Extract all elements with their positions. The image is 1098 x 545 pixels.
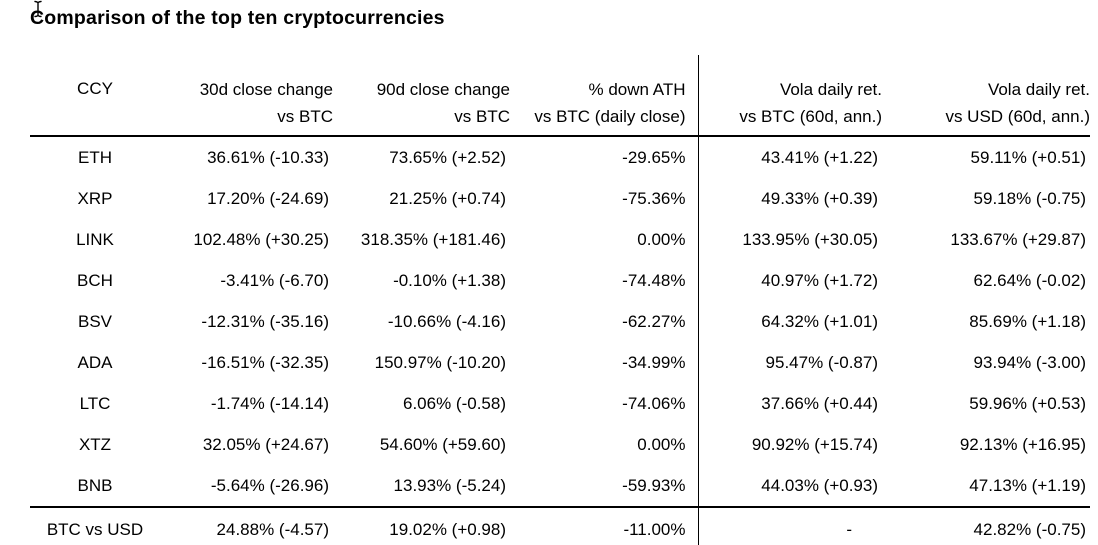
table-cell: 102.48% (+30.25) [193, 229, 329, 249]
crypto-comparison-table: CCY 30d close change vs BTC 90d close ch… [30, 55, 1090, 545]
table-cell: 93.94% (-3.00) [973, 352, 1086, 372]
table-cell: -0.10% (+1.38) [393, 270, 506, 290]
table-cell: -12.31% (-35.16) [201, 311, 329, 331]
column-header-sublabel: vs BTC (daily close) [534, 107, 686, 126]
table-cell: 90.92% (+15.74) [751, 434, 878, 454]
table-cell: 40.97% (+1.72) [761, 270, 878, 290]
table-cell: 17.20% (-24.69) [207, 188, 329, 208]
ccy-label: ADA [77, 352, 113, 372]
column-header-90d-change: 90d close change vs BTC [333, 55, 510, 137]
table-cell: 49.33% (+0.39) [761, 188, 878, 208]
table-cell: 133.95% (+30.05) [742, 229, 878, 249]
ccy-label: BTC vs USD [30, 507, 160, 545]
table-cell: 13.93% (-5.24) [333, 465, 510, 508]
table-header: CCY 30d close change vs BTC 90d close ch… [30, 55, 1090, 137]
ccy-label: LINK [76, 229, 114, 249]
ccy-label: LTC [79, 393, 111, 413]
table-cell: 44.03% (+0.93) [698, 465, 882, 508]
table-cell: -59.93% [510, 465, 699, 508]
column-header-label: 90d close change [376, 80, 510, 99]
table-cell: -62.27% [510, 301, 699, 342]
ccy-label: BSV [77, 311, 113, 331]
table-row-xtz: XTZ 32.05% (+24.67) 54.60% (+59.60) 0.00… [30, 424, 1090, 465]
ccy-label: XTZ [78, 434, 112, 454]
table-cell: 19.02% (+0.98) [333, 507, 510, 545]
table-row-eth: ETH 36.61% (-10.33) 73.65% (+2.52) -29.6… [30, 136, 1090, 178]
table-cell: 62.64% (-0.02) [973, 270, 1086, 290]
table-cell: 6.06% (-0.58) [403, 393, 506, 413]
table-cell: -34.99% [510, 342, 699, 383]
table-footer: BTC vs USD 24.88% (-4.57) 19.02% (+0.98)… [30, 507, 1090, 545]
table-cell: 85.69% (+1.18) [969, 311, 1086, 331]
table-row-ada: ADA -16.51% (-32.35) 150.97% (-10.20) -3… [30, 342, 1090, 383]
column-header-label: Vola daily ret. [987, 80, 1090, 99]
column-header-label: CCY [77, 78, 113, 98]
column-header-sublabel: vs BTC (60d, ann.) [739, 107, 882, 126]
column-header-30d-change: 30d close change vs BTC [160, 55, 333, 137]
table-cell: 36.61% (-10.33) [207, 147, 329, 167]
table-body: ETH 36.61% (-10.33) 73.65% (+2.52) -29.6… [30, 136, 1090, 508]
table-cell: 42.82% (-0.75) [882, 507, 1090, 545]
table-cell: -10.66% (-4.16) [387, 311, 506, 331]
table-row-xrp: XRP 17.20% (-24.69) 21.25% (+0.74) -75.3… [30, 178, 1090, 219]
table-row-bnb: BNB -5.64% (-26.96) 13.93% (-5.24) -59.9… [30, 465, 1090, 508]
table-cell: -29.65% [510, 136, 699, 178]
table-row-bch: BCH -3.41% (-6.70) -0.10% (+1.38) -74.48… [30, 260, 1090, 301]
column-header-ccy: CCY [30, 55, 160, 137]
table-cell: 43.41% (+1.22) [761, 147, 878, 167]
table-cell: 95.47% (-0.87) [765, 352, 878, 372]
table-cell: -74.48% [510, 260, 699, 301]
table-cell: 59.11% (+0.51) [970, 147, 1086, 167]
column-header-vola-vs-usd: Vola daily ret. vs USD (60d, ann.) [882, 55, 1090, 137]
table-cell: -1.74% (-14.14) [210, 393, 329, 413]
ccy-label: XRP [77, 188, 113, 208]
table-cell: 24.88% (-4.57) [160, 507, 333, 545]
table-row-ltc: LTC -1.74% (-14.14) 6.06% (-0.58) -74.06… [30, 383, 1090, 424]
table-cell: -74.06% [510, 383, 699, 424]
table-row-btc-vs-usd: BTC vs USD 24.88% (-4.57) 19.02% (+0.98)… [30, 507, 1090, 545]
table-cell: 133.67% (+29.87) [950, 229, 1086, 249]
table-cell: 59.18% (-0.75) [973, 188, 1086, 208]
table-cell: 37.66% (+0.44) [761, 393, 878, 413]
column-header-label: Vola daily ret. [779, 80, 882, 99]
column-header-label: 30d close change [199, 80, 333, 99]
column-header-label: % down ATH [588, 80, 686, 99]
table-cell: -5.64% (-26.96) [160, 465, 333, 508]
table-cell: -75.36% [510, 178, 699, 219]
ccy-label: ETH [78, 147, 112, 167]
header-row: CCY 30d close change vs BTC 90d close ch… [30, 55, 1090, 137]
table-cell: 59.96% (+0.53) [969, 393, 1086, 413]
column-header-sublabel: vs BTC [454, 107, 510, 126]
table-cell: 73.65% (+2.52) [389, 147, 506, 167]
ccy-label: BCH [77, 270, 113, 290]
table-cell: 150.97% (-10.20) [374, 352, 506, 372]
table-cell: -16.51% (-32.35) [201, 352, 329, 372]
column-header-vola-vs-btc: Vola daily ret. vs BTC (60d, ann.) [698, 55, 882, 137]
table-cell: -11.00% [510, 507, 699, 545]
table-cell: 47.13% (+1.19) [882, 465, 1090, 508]
column-header-pct-down-ath: % down ATH vs BTC (daily close) [510, 55, 699, 137]
table-cell: 32.05% (+24.67) [202, 434, 329, 454]
table-row-link: LINK 102.48% (+30.25) 318.35% (+181.46) … [30, 219, 1090, 260]
column-header-sublabel: vs BTC [277, 107, 333, 126]
table-cell: 0.00% [510, 219, 699, 260]
column-header-sublabel: vs USD (60d, ann.) [945, 107, 1090, 126]
table-cell: - [698, 507, 882, 545]
ccy-label: BNB [30, 465, 160, 508]
table-cell: 54.60% (+59.60) [379, 434, 506, 454]
table-row-bsv: BSV -12.31% (-35.16) -10.66% (-4.16) -62… [30, 301, 1090, 342]
table-cell: 21.25% (+0.74) [389, 188, 506, 208]
table-cell: 0.00% [510, 424, 699, 465]
figure-title: Comparison of the top ten cryptocurrenci… [30, 7, 445, 29]
table-cell: 318.35% (+181.46) [360, 229, 506, 249]
table-cell: 64.32% (+1.01) [761, 311, 878, 331]
table-cell: -3.41% (-6.70) [220, 270, 329, 290]
table-cell: 92.13% (+16.95) [959, 434, 1086, 454]
